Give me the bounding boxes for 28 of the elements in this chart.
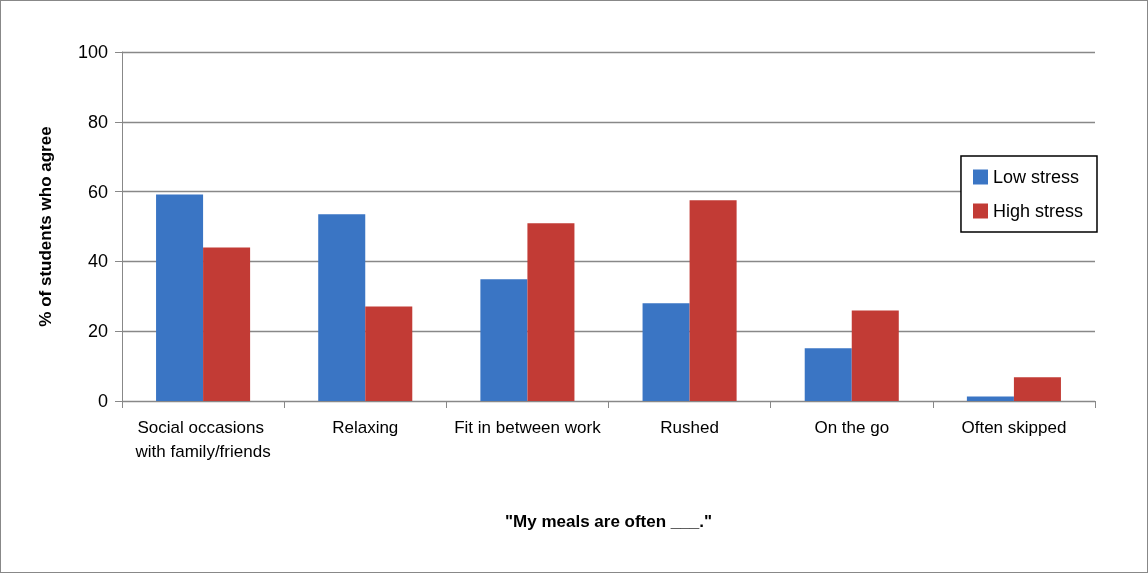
legend-label: Low stress xyxy=(992,167,1079,187)
bar xyxy=(1013,377,1061,401)
bar xyxy=(642,303,690,401)
bar xyxy=(318,214,366,401)
bar xyxy=(851,310,899,401)
bar xyxy=(480,279,528,401)
y-tick-label: 20 xyxy=(87,321,108,342)
x-tick-label: Relaxing xyxy=(332,417,399,437)
bar xyxy=(804,348,852,401)
x-tick-label: Often skipped xyxy=(961,417,1067,437)
y-tick-label: 60 xyxy=(87,181,108,202)
y-tick-label: 80 xyxy=(87,111,108,132)
y-axis-title: % of students who agree xyxy=(36,126,55,327)
x-tick-label: Social occasions with family/friends xyxy=(134,417,271,461)
bar xyxy=(203,247,251,401)
y-tick-label: 40 xyxy=(87,251,108,272)
bar xyxy=(966,396,1014,401)
x-axis-title: "My meals are often ___." xyxy=(505,512,712,531)
bar xyxy=(689,200,737,401)
y-tick-label: 100 xyxy=(77,42,108,62)
bar xyxy=(156,194,204,401)
bar xyxy=(527,223,575,401)
legend-label: High stress xyxy=(992,201,1083,221)
x-tick-label: Fit in between work xyxy=(454,417,602,437)
x-tick-label: Rushed xyxy=(660,417,719,437)
x-tick-label: On the go xyxy=(814,417,890,437)
y-tick-label: 0 xyxy=(97,391,108,411)
bar xyxy=(365,306,413,401)
